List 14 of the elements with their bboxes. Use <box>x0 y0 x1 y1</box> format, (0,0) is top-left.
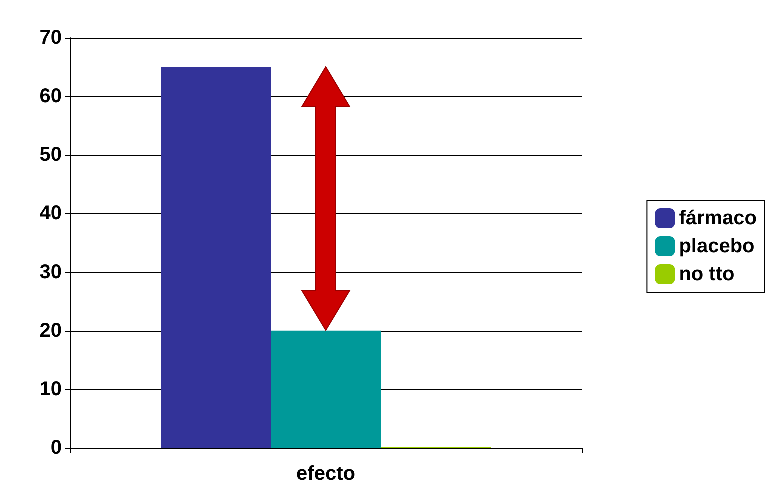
y-tick-label: 50 <box>40 144 62 166</box>
x-tick-label: efecto <box>296 463 356 485</box>
y-tick-label: 60 <box>40 86 62 108</box>
y-tick-label: 20 <box>40 320 62 342</box>
bar <box>161 67 271 448</box>
legend-label: fármaco <box>679 208 757 230</box>
y-tick-label: 70 <box>40 27 62 49</box>
y-tick-label: 30 <box>40 261 62 284</box>
y-tick-label: 10 <box>40 378 62 400</box>
y-tick-label: 40 <box>40 202 62 225</box>
y-tick-label: 0 <box>50 437 62 459</box>
bar <box>271 330 381 448</box>
legend-label: no tto <box>679 264 735 286</box>
legend-label: placebo <box>679 236 755 258</box>
